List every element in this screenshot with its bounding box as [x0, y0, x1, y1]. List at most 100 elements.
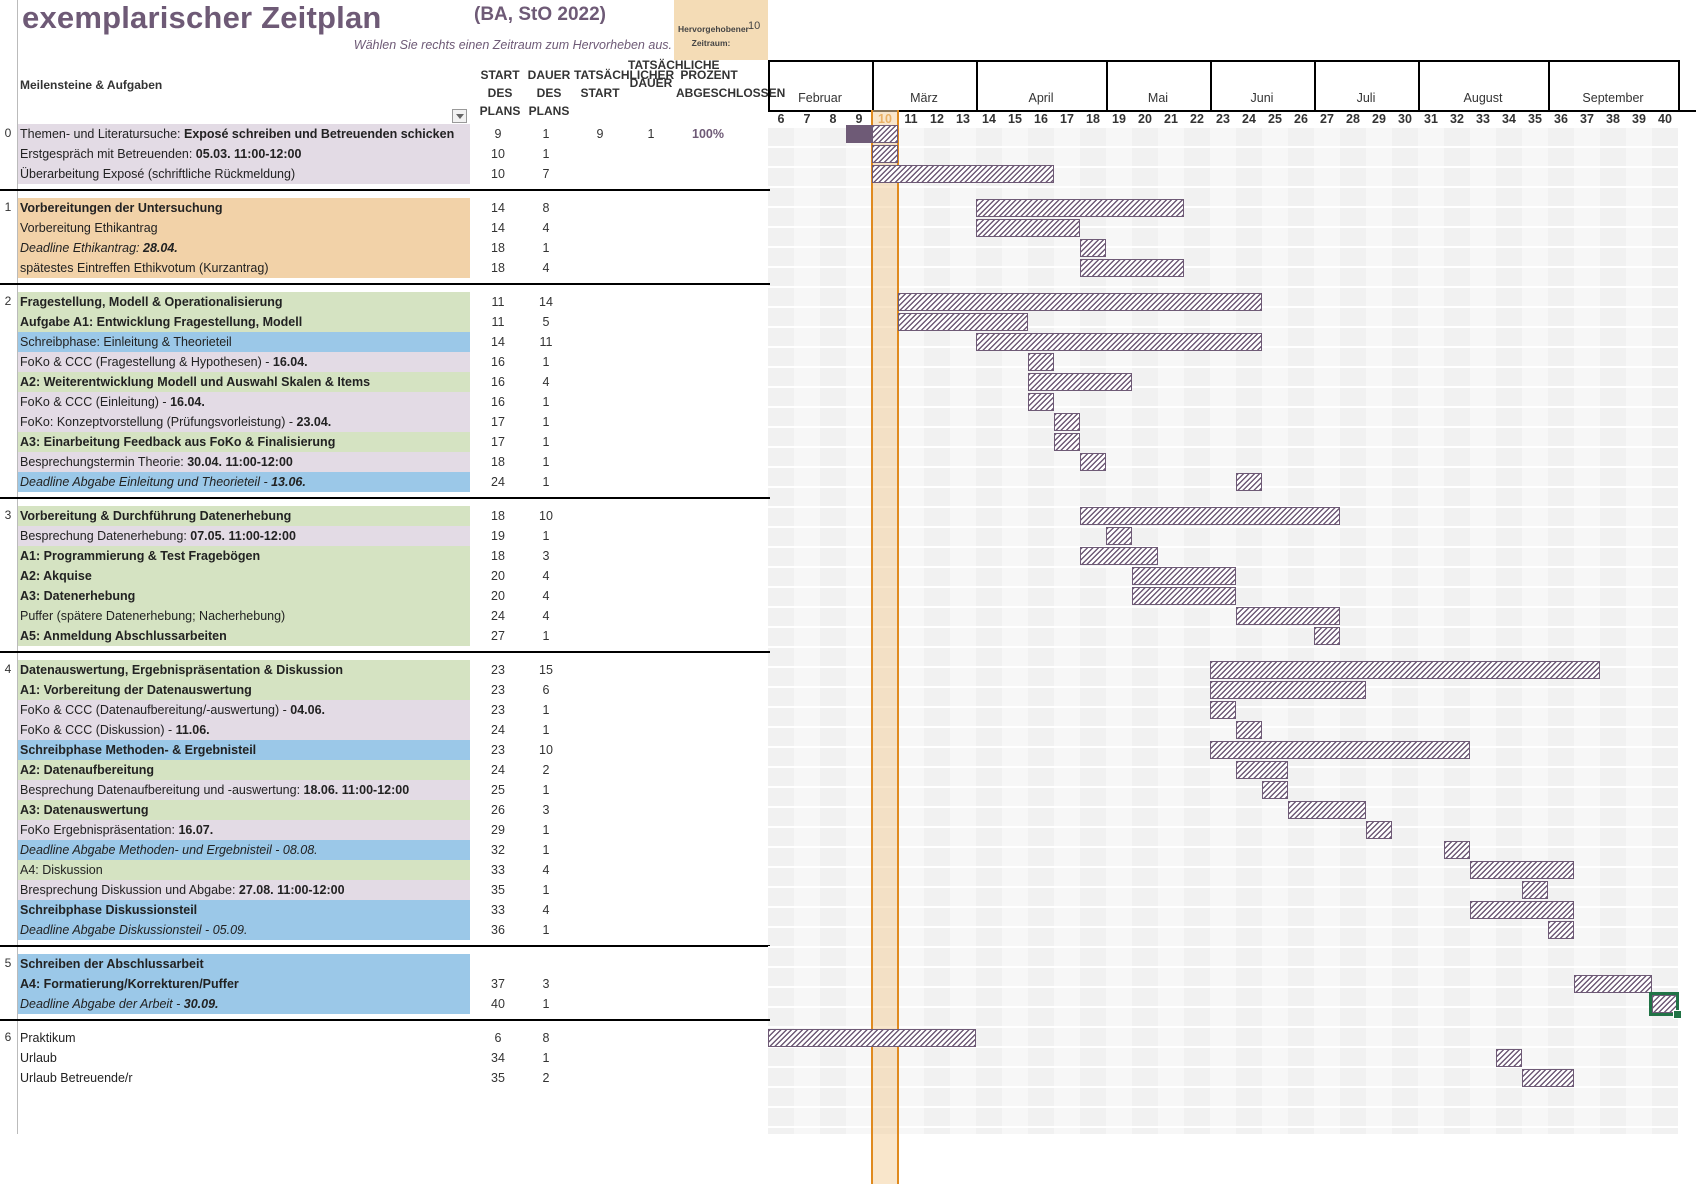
- table-row[interactable]: FoKo Ergebnispräsentation: 16.07. 29 1: [0, 820, 770, 840]
- plan-bar[interactable]: [1210, 701, 1236, 719]
- plan-start-cell[interactable]: 40: [491, 997, 505, 1011]
- plan-duration-cell[interactable]: 1: [542, 395, 550, 409]
- plan-start-cell[interactable]: 33: [491, 903, 505, 917]
- plan-bar[interactable]: [1106, 527, 1132, 545]
- task-name[interactable]: A4: Formatierung/Korrekturen/Puffer: [18, 974, 470, 994]
- task-name[interactable]: Vorbereitung & Durchführung Datenerhebun…: [18, 506, 470, 526]
- task-name[interactable]: FoKo & CCC (Einleitung) - 16.04.: [18, 392, 470, 412]
- plan-duration-cell[interactable]: 3: [542, 549, 550, 563]
- plan-bar[interactable]: [1210, 661, 1600, 679]
- plan-start-cell[interactable]: 17: [491, 435, 505, 449]
- task-name[interactable]: Fragestellung, Modell & Operationalisier…: [18, 292, 470, 312]
- table-row[interactable]: 0 Themen- und Literatursuche: Exposé schr…: [0, 124, 770, 144]
- task-name[interactable]: Themen- und Literatursuche: Exposé schre…: [18, 124, 470, 144]
- plan-start-cell[interactable]: 23: [491, 743, 505, 757]
- plan-bar[interactable]: [1210, 741, 1470, 759]
- plan-duration-cell[interactable]: 1: [542, 923, 550, 937]
- plan-start-cell[interactable]: 18: [491, 261, 505, 275]
- plan-bar[interactable]: [1236, 473, 1262, 491]
- plan-bar[interactable]: [1028, 373, 1132, 391]
- plan-duration-cell[interactable]: 15: [539, 663, 553, 677]
- table-row[interactable]: FoKo & CCC (Einleitung) - 16.04. 16 1: [0, 392, 770, 412]
- table-row[interactable]: 3 Vorbereitung & Durchführung Datenerhebu…: [0, 506, 770, 526]
- plan-bar[interactable]: [1236, 721, 1262, 739]
- table-row[interactable]: FoKo & CCC (Diskussion) - 11.06. 24 1: [0, 720, 770, 740]
- table-row[interactable]: A4: Formatierung/Korrekturen/Puffer 37 3: [0, 974, 770, 994]
- plan-duration-cell[interactable]: 1: [542, 455, 550, 469]
- plan-duration-cell[interactable]: 7: [542, 167, 550, 181]
- plan-duration-cell[interactable]: 4: [542, 903, 550, 917]
- plan-start-cell[interactable]: 23: [491, 663, 505, 677]
- plan-duration-cell[interactable]: 4: [542, 609, 550, 623]
- plan-duration-cell[interactable]: 4: [542, 589, 550, 603]
- plan-start-cell[interactable]: 16: [491, 375, 505, 389]
- plan-bar[interactable]: [1444, 841, 1470, 859]
- plan-bar[interactable]: [1470, 861, 1574, 879]
- table-row[interactable]: FoKo & CCC (Fragestellung & Hypothesen) …: [0, 352, 770, 372]
- task-name[interactable]: Praktikum: [18, 1028, 470, 1048]
- table-row[interactable]: A3: Datenauswertung 26 3: [0, 800, 770, 820]
- table-row[interactable]: Besprechung Datenaufbereitung und -auswe…: [0, 780, 770, 800]
- table-row[interactable]: 1 Vorbereitungen der Untersuchung 14 8: [0, 198, 770, 218]
- task-name[interactable]: Schreibphase Diskussionsteil: [18, 900, 470, 920]
- table-row[interactable]: spätestes Eintreffen Ethikvotum (Kurzant…: [0, 258, 770, 278]
- table-row[interactable]: 4 Datenauswertung, Ergebnispräsentation &…: [0, 660, 770, 680]
- task-name[interactable]: Deadline Abgabe Einleitung und Theoriete…: [18, 472, 470, 492]
- table-row[interactable]: A3: Einarbeitung Feedback aus FoKo & Fin…: [0, 432, 770, 452]
- plan-duration-cell[interactable]: 1: [542, 355, 550, 369]
- plan-bar[interactable]: [1548, 921, 1574, 939]
- task-name[interactable]: Schreibphase: Einleitung & Theorieteil: [18, 332, 470, 352]
- plan-bar[interactable]: [1236, 761, 1288, 779]
- plan-duration-cell[interactable]: 3: [542, 803, 550, 817]
- table-row[interactable]: Urlaub Betreuende/r 35 2: [0, 1068, 770, 1088]
- table-row[interactable]: Schreibphase Diskussionsteil 33 4: [0, 900, 770, 920]
- filter-dropdown-icon[interactable]: [452, 109, 467, 123]
- plan-start-cell[interactable]: 24: [491, 609, 505, 623]
- plan-start-cell[interactable]: 24: [491, 475, 505, 489]
- plan-bar[interactable]: [1028, 353, 1054, 371]
- plan-duration-cell[interactable]: 1: [542, 883, 550, 897]
- task-name[interactable]: A3: Datenerhebung: [18, 586, 470, 606]
- plan-bar[interactable]: [898, 293, 1262, 311]
- plan-start-cell[interactable]: 24: [491, 763, 505, 777]
- task-name[interactable]: Aufgabe A1: Entwicklung Fragestellung, M…: [18, 312, 470, 332]
- actual-start-cell[interactable]: 9: [596, 127, 604, 141]
- task-name[interactable]: Puffer (spätere Datenerhebung; Nacherheb…: [18, 606, 470, 626]
- plan-duration-cell[interactable]: 4: [542, 221, 550, 235]
- task-name[interactable]: FoKo Ergebnispräsentation: 16.07.: [18, 820, 470, 840]
- plan-duration-cell[interactable]: 1: [542, 127, 550, 141]
- plan-bar[interactable]: [976, 219, 1080, 237]
- table-row[interactable]: Vorbereitung Ethikantrag 14 4: [0, 218, 770, 238]
- plan-bar[interactable]: [1366, 821, 1392, 839]
- plan-start-cell[interactable]: 14: [491, 335, 505, 349]
- table-row[interactable]: Besprechungstermin Theorie: 30.04. 11:00…: [0, 452, 770, 472]
- task-name[interactable]: A3: Datenauswertung: [18, 800, 470, 820]
- plan-bar[interactable]: [1574, 975, 1652, 993]
- task-name[interactable]: Schreiben der Abschlussarbeit: [18, 954, 470, 974]
- plan-duration-cell[interactable]: 1: [542, 529, 550, 543]
- task-name[interactable]: Deadline Abgabe Methoden- und Ergebniste…: [18, 840, 470, 860]
- plan-start-cell[interactable]: 23: [491, 703, 505, 717]
- plan-bar[interactable]: [872, 125, 898, 143]
- plan-start-cell[interactable]: 18: [491, 455, 505, 469]
- plan-bar[interactable]: [1054, 433, 1080, 451]
- task-name[interactable]: A2: Akquise: [18, 566, 470, 586]
- task-name[interactable]: A3: Einarbeitung Feedback aus FoKo & Fin…: [18, 432, 470, 452]
- plan-bar[interactable]: [872, 165, 1054, 183]
- task-name[interactable]: Erstgespräch mit Betreuenden: 05.03. 11:…: [18, 144, 470, 164]
- plan-duration-cell[interactable]: 4: [542, 261, 550, 275]
- plan-start-cell[interactable]: 34: [491, 1051, 505, 1065]
- actual-duration-cell[interactable]: 1: [647, 127, 655, 141]
- task-name[interactable]: Überarbeitung Exposé (schriftliche Rückm…: [18, 164, 470, 184]
- plan-start-cell[interactable]: 27: [491, 629, 505, 643]
- table-row[interactable]: Deadline Abgabe Einleitung und Theoriete…: [0, 472, 770, 492]
- plan-duration-cell[interactable]: 4: [542, 569, 550, 583]
- task-name[interactable]: A2: Weiterentwicklung Modell und Auswahl…: [18, 372, 470, 392]
- plan-start-cell[interactable]: 20: [491, 569, 505, 583]
- plan-start-cell[interactable]: 24: [491, 723, 505, 737]
- task-name[interactable]: Vorbereitung Ethikantrag: [18, 218, 470, 238]
- table-row[interactable]: Schreibphase Methoden- & Ergebnisteil 23 1…: [0, 740, 770, 760]
- plan-bar[interactable]: [1028, 393, 1054, 411]
- task-name[interactable]: Deadline Abgabe der Arbeit - 30.09.: [18, 994, 470, 1014]
- plan-start-cell[interactable]: 16: [491, 395, 505, 409]
